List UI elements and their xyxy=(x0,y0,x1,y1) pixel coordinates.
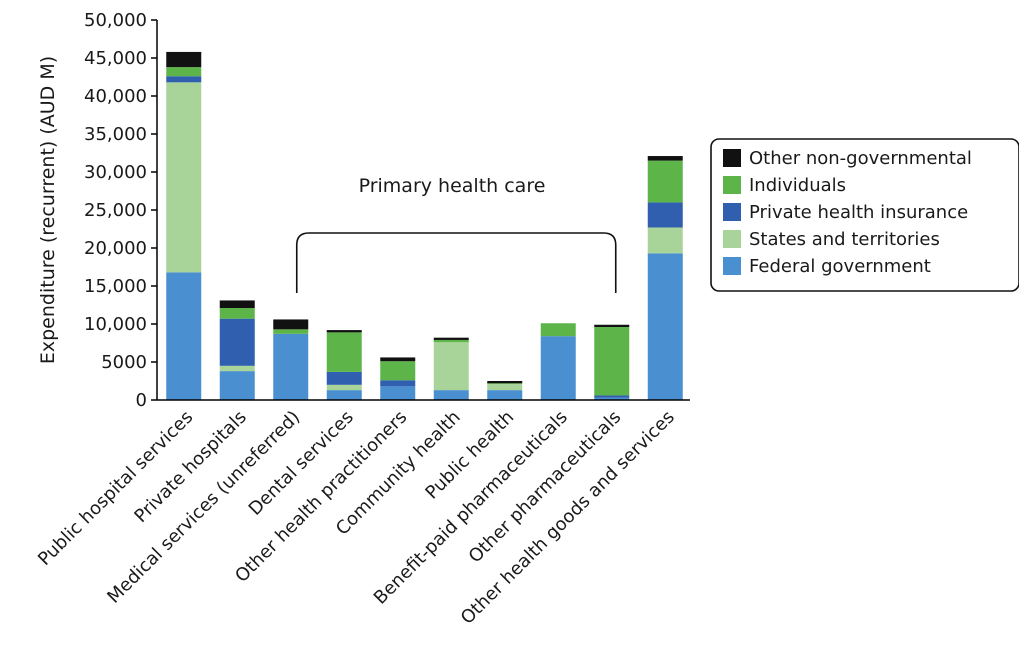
y-tick-label: 20,000 xyxy=(84,238,147,259)
legend-label: Private health insurance xyxy=(749,202,968,223)
bar-segment xyxy=(647,202,683,228)
bar-segment xyxy=(380,361,416,381)
bar-segment xyxy=(433,390,469,400)
y-tick-label: 40,000 xyxy=(84,86,147,107)
bar-segment xyxy=(594,324,630,328)
bar-segment xyxy=(219,300,255,309)
legend-label: Federal government xyxy=(749,256,931,277)
y-axis-title: Expenditure (recurrent) (AUD M) xyxy=(37,56,59,364)
bar-segment xyxy=(219,308,255,319)
y-tick-label: 10,000 xyxy=(84,314,147,335)
bar-segment xyxy=(380,380,416,387)
y-tick-label: 50,000 xyxy=(84,10,147,31)
bar-segment xyxy=(540,336,576,400)
bar-segment xyxy=(433,337,469,340)
bar-segment xyxy=(487,383,523,385)
bar-segment xyxy=(487,381,523,384)
bar-segment xyxy=(433,342,469,391)
bar-segment xyxy=(594,395,630,398)
bar-segment xyxy=(326,390,362,400)
bar-segment xyxy=(166,76,202,83)
bar-segment xyxy=(166,82,202,273)
bar-segment xyxy=(647,160,683,203)
bar-segment xyxy=(273,319,309,330)
legend-swatch xyxy=(723,257,741,275)
bar-segment xyxy=(433,339,469,343)
bar-segment xyxy=(166,51,202,68)
bracket-path xyxy=(295,232,617,293)
legend-box xyxy=(710,138,1019,292)
y-tick-label: 0 xyxy=(136,390,147,411)
bar-segment xyxy=(166,272,202,400)
legend-swatch xyxy=(723,230,741,248)
bar-segment xyxy=(219,318,255,366)
y-tick-label: 15,000 xyxy=(84,276,147,297)
x-category-label: Benefit-paid pharmaceuticals xyxy=(370,407,572,609)
bar-segment xyxy=(326,371,362,385)
bar-segment xyxy=(380,386,416,400)
bars xyxy=(166,51,683,400)
y-tick-label: 45,000 xyxy=(84,48,147,69)
bar-segment xyxy=(219,371,255,400)
x-category-label: Medical services (unreferred) xyxy=(103,407,304,608)
bar-segment xyxy=(273,333,309,400)
bar-segment xyxy=(326,332,362,372)
y-tick-label: 25,000 xyxy=(84,200,147,221)
bar-segment xyxy=(647,253,683,400)
legend-label: States and territories xyxy=(749,229,940,250)
legend: Other non-governmental Individuals Private… xyxy=(710,138,1019,292)
primary-health-care-bracket xyxy=(295,232,617,293)
bar-segment xyxy=(326,330,362,333)
axes xyxy=(156,20,690,401)
legend-swatch xyxy=(723,149,741,167)
legend-label: Other non-governmental xyxy=(749,148,972,169)
bar-segment xyxy=(487,390,523,400)
bar-segment xyxy=(166,67,202,77)
legend-label: Individuals xyxy=(749,175,846,196)
bar-segment xyxy=(647,227,683,254)
annotation-primary-health-care: Primary health care xyxy=(359,175,546,197)
bar-segment xyxy=(487,384,523,391)
bar-segment xyxy=(594,397,630,400)
bar-segment xyxy=(594,327,630,396)
bar-segment xyxy=(380,357,416,362)
bar-segment xyxy=(219,365,255,372)
y-tick-label: 30,000 xyxy=(84,162,147,183)
y-tick-label: 35,000 xyxy=(84,124,147,145)
y-tick-label: 5000 xyxy=(101,352,147,373)
legend-swatch xyxy=(723,176,741,194)
bar-segment xyxy=(540,323,576,337)
bar-segment xyxy=(273,329,309,334)
bar-segment xyxy=(326,384,362,391)
bar-segment xyxy=(647,156,683,161)
legend-swatch xyxy=(723,203,741,221)
y-axis-ticks: 0 5000 10,000 15,000 20,000 25,000 30,000 35,00… xyxy=(84,10,157,411)
